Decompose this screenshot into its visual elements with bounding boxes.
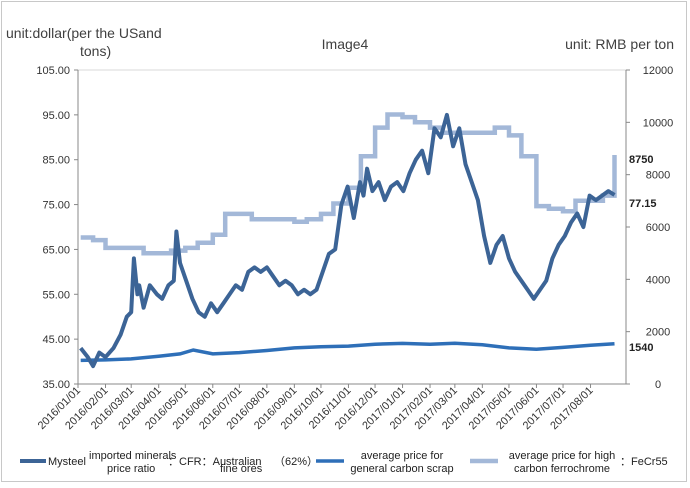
left-axis-title: unit:dollar(per the USand tons) [6, 25, 162, 59]
legend-label-iron-ore-e: fine ores [220, 463, 263, 475]
legend-label-ferrochrome-a: average price for high [509, 450, 615, 462]
legend-label-iron-ore-d: ：CFR：Australian [168, 456, 262, 468]
series-line-ferrochrome [80, 112, 617, 256]
legend-label-ferrochrome-c: ：FeCr55 [620, 456, 668, 468]
left-tick-label: 105.00 [36, 65, 70, 77]
legend: Mysteel imported minerals price ratio ：C… [20, 450, 668, 475]
left-axis-title-line1: unit:dollar(per the USand [6, 25, 162, 41]
chart: unit:dollar(per the USand tons) unit: RM… [6, 25, 674, 475]
right-tick-label: 4000 [646, 274, 670, 286]
legend-label-iron-ore-a: Mysteel [48, 456, 86, 468]
right-tick-label: 8000 [646, 170, 670, 182]
left-tick-label: 85.00 [42, 155, 70, 167]
left-axis-title-line2: tons) [80, 43, 111, 59]
legend-label-carbon-scrap-a: average price for [361, 450, 444, 462]
annotation-ferrochrome-last: 8750 [629, 154, 653, 166]
right-tick-label: 10000 [643, 117, 674, 129]
left-tick-label: 95.00 [42, 110, 70, 122]
left-tick-label: 35.00 [42, 379, 70, 391]
series-line-carbon-scrap [80, 341, 615, 363]
annotation-scrap-last: 1540 [629, 342, 653, 354]
left-tick-label: 75.00 [42, 200, 70, 212]
chart-frame: unit:dollar(per the USand tons) unit: RM… [1, 1, 687, 482]
left-axis-ticks: 35.00 45.00 55.00 65.00 75.00 85.00 95.00 105.0… [36, 65, 78, 391]
right-tick-label: 0 [655, 379, 661, 391]
annotation-iron-ore-last: 77.15 [629, 198, 657, 210]
legend-label-iron-ore-f: （62%） [274, 455, 318, 468]
legend-label-iron-ore-b: imported minerals [89, 450, 177, 462]
legend-label-carbon-scrap-b: general carbon scrap [350, 463, 453, 475]
right-tick-label: 12000 [643, 65, 674, 77]
right-axis-ticks: 0 2000 4000 6000 8000 10000 12000 [626, 65, 673, 391]
right-tick-label: 2000 [646, 327, 670, 339]
legend-label-iron-ore-c: price ratio [107, 463, 155, 475]
left-tick-label: 65.00 [42, 244, 70, 256]
legend-label-ferrochrome-b: carbon ferrochrome [514, 463, 610, 475]
left-tick-label: 55.00 [42, 289, 70, 301]
chart-title: Image4 [322, 36, 369, 52]
right-tick-label: 6000 [646, 222, 670, 234]
series-line-iron-ore [79, 112, 616, 369]
right-axis-title: unit: RMB per ton [565, 36, 674, 52]
left-tick-label: 45.00 [42, 334, 70, 346]
x-axis-ticks: 2016/01/012016/02/012016/03/012016/04/01… [36, 384, 596, 432]
